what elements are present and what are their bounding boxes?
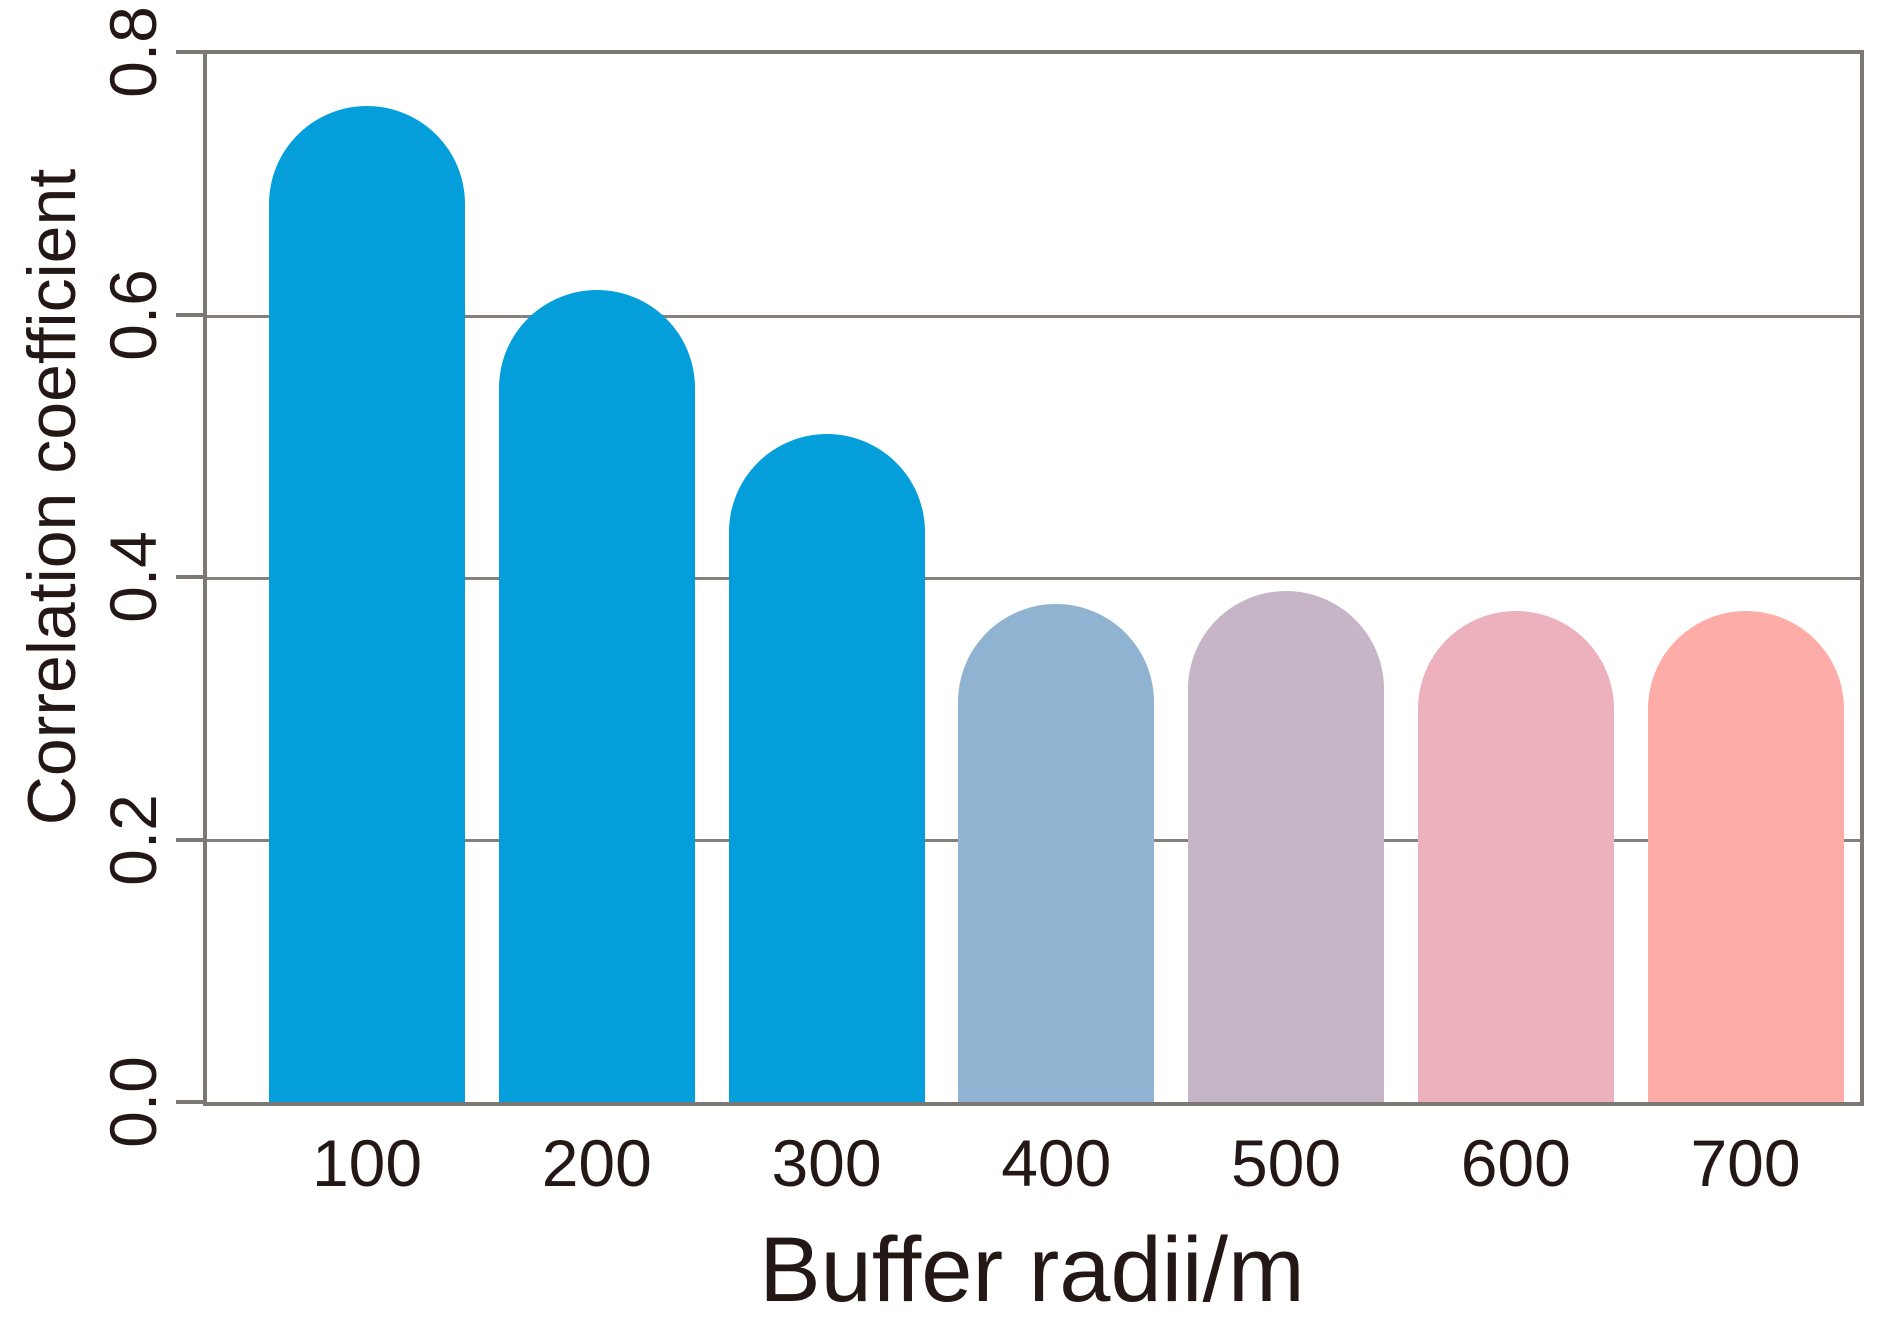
plot-area (203, 50, 1864, 1106)
y-tick-label-0.0: 0.0 (96, 1056, 170, 1148)
y-tick-mark-0.8 (176, 50, 207, 54)
x-tick-label-500: 500 (1230, 1126, 1342, 1200)
bar-600 (1417, 610, 1614, 1102)
x-tick-label-600: 600 (1460, 1126, 1571, 1200)
bar-200 (498, 289, 695, 1102)
bar-300 (728, 433, 925, 1102)
x-tick-label-700: 700 (1690, 1126, 1801, 1200)
x-tick-label-400: 400 (1001, 1126, 1112, 1200)
x-tick-label-300: 300 (771, 1126, 882, 1200)
y-tick-label-0.4: 0.4 (96, 531, 170, 623)
x-axis-title: Buffer radii/m (759, 1219, 1305, 1321)
gridline-y-0.4 (207, 576, 1860, 580)
y-tick-mark-0.4 (176, 575, 207, 579)
bar-500 (1188, 591, 1384, 1102)
bar-700 (1647, 610, 1844, 1102)
x-tick-label-100: 100 (311, 1126, 423, 1200)
gridline-y-0.6 (207, 314, 1860, 318)
y-tick-mark-0.2 (176, 837, 207, 842)
bar-400 (958, 604, 1155, 1102)
y-tick-mark-0.6 (176, 312, 207, 317)
y-tick-label-0.6: 0.6 (96, 268, 170, 361)
x-tick-label-200: 200 (541, 1126, 652, 1200)
y-axis-title: Correlation coefficient (14, 168, 90, 826)
y-tick-mark-0.0 (176, 1100, 207, 1104)
bar-100 (269, 106, 465, 1102)
y-tick-label-0.2: 0.2 (96, 793, 170, 886)
y-tick-label-0.8: 0.8 (96, 6, 170, 98)
